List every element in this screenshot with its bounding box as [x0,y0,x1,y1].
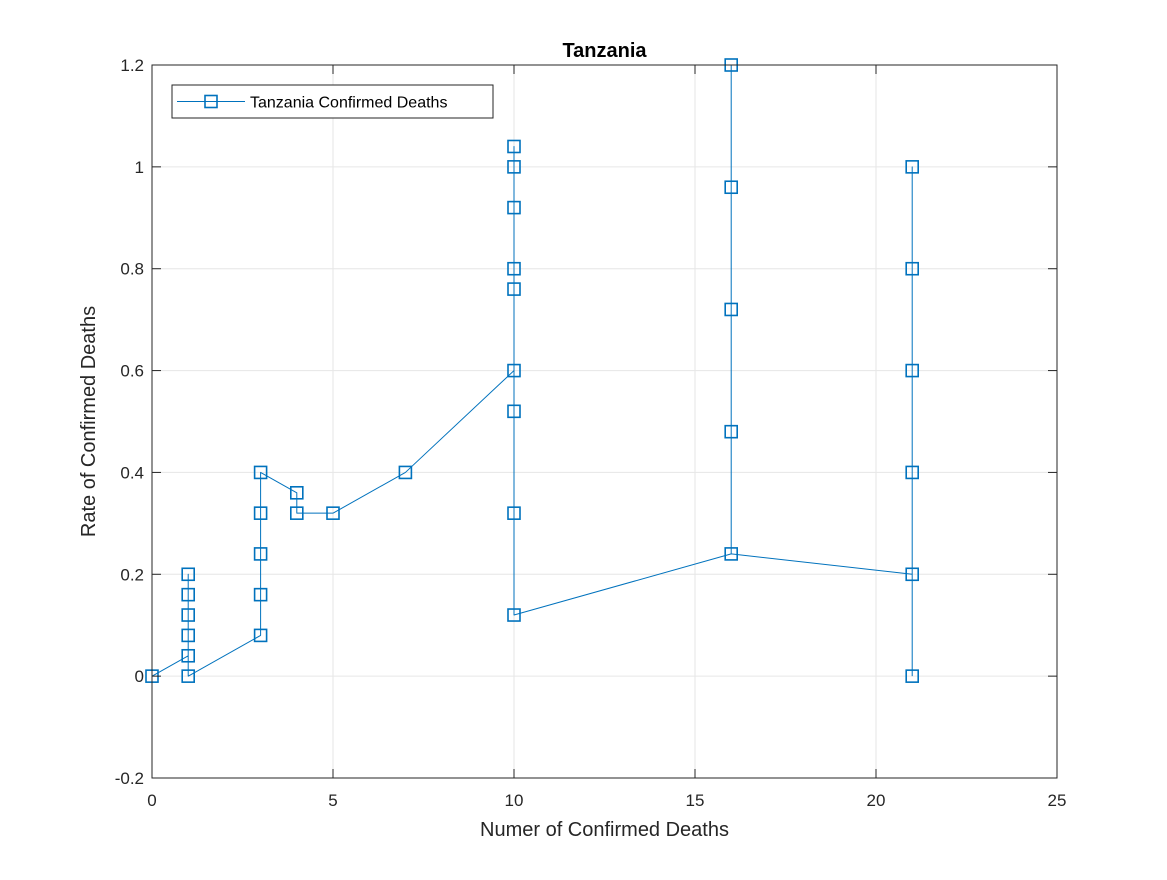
x-tick-label: 0 [147,791,156,810]
data-point-marker [507,160,521,174]
plot-area-background [152,65,1057,778]
data-point-marker [181,608,195,622]
data-point-marker [289,485,304,500]
data-point-marker [181,669,195,683]
y-tick-label: 0.4 [120,463,144,482]
data-point-marker [507,404,521,419]
data-point-marker [905,567,920,582]
y-axis-label: Rate of Confirmed Deaths [78,306,100,537]
chart-title: Tanzania [562,40,647,62]
data-point-marker [181,587,195,602]
data-point-marker [181,628,195,643]
y-tick-label: 0.2 [120,565,144,584]
data-point-marker [253,628,268,643]
y-tick-label: 0.6 [120,362,144,381]
y-tick-label: 1 [135,158,144,177]
x-tick-label: 10 [505,791,524,810]
y-tick-label: 1.2 [120,56,144,75]
data-point-marker [905,669,920,683]
y-tick-label: -0.2 [115,769,144,788]
data-point-marker [181,648,195,663]
series-line [151,64,913,677]
data-point-marker [253,506,268,520]
data-point-marker [905,363,920,378]
data-point-marker [181,567,195,582]
data-point-marker [326,506,340,520]
data-point-marker [253,547,268,561]
data-point-marker [724,424,739,439]
x-axis-label: Numer of Confirmed Deaths [480,819,729,841]
data-point-marker [507,282,521,296]
data-point-marker [289,506,304,520]
y-tick-label: 0.8 [120,260,144,279]
legend: Tanzania Confirmed Deaths [171,84,494,119]
data-point-marker [507,363,521,378]
x-tick-label: 25 [1048,791,1067,810]
data-point-marker [253,587,268,602]
x-tick-label: 15 [686,791,705,810]
data-point-marker [507,139,521,154]
data-point-marker [507,506,521,520]
data-point-marker [507,200,521,215]
x-tick-label: 5 [328,791,337,810]
data-point-marker [724,547,739,561]
data-point-marker [398,465,413,480]
data-point-marker [905,160,920,174]
data-point-marker [724,180,739,195]
data-point-marker [253,465,268,480]
axis-ticks: 0 5 10 15 20 25-0.200.20.40.60.811.2 [115,56,1067,810]
data-point-marker [724,302,739,317]
data-point-marker [905,261,920,276]
data-point-marker [507,608,521,622]
x-tick-label: 20 [867,791,886,810]
series-layer [145,58,920,683]
plot-area-frame [151,64,1058,779]
data-point-marker [905,465,920,480]
legend-label: Tanzania Confirmed Deaths [250,95,447,112]
data-point-marker [507,261,521,276]
legend-marker-sample [204,94,218,109]
y-tick-label: 0 [135,667,144,686]
